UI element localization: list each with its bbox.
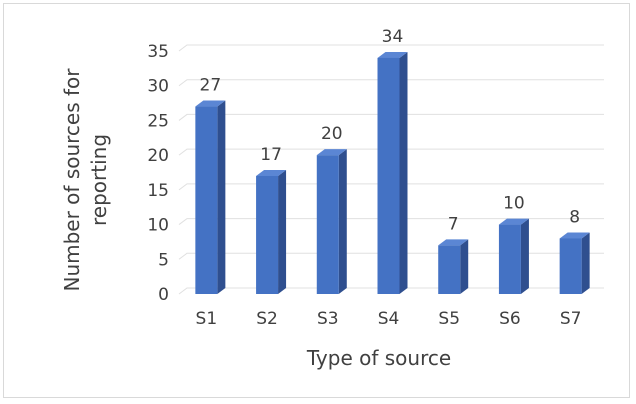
- x-tick-label: S1: [196, 309, 218, 329]
- data-label: 27: [200, 76, 222, 96]
- x-axis-ticks: S1 S2 S3 S4 S5 S6 S7: [196, 309, 582, 329]
- data-label: 10: [503, 194, 525, 214]
- bar-top: [498, 218, 529, 225]
- y-tick-label: 10: [147, 216, 169, 236]
- y-tick-label: 5: [158, 250, 169, 270]
- bar-S3: [316, 149, 347, 294]
- bar-S7: [559, 232, 590, 294]
- bar-front: [438, 245, 461, 294]
- data-label: 7: [448, 214, 459, 234]
- x-tick-label: S2: [256, 309, 278, 329]
- bar-top: [195, 100, 226, 107]
- bar-S2: [256, 169, 287, 294]
- y-axis-ticks: 0 5 10 15 20 25 30 35: [147, 42, 169, 305]
- bar-front: [377, 57, 400, 294]
- x-tick-label: S4: [378, 309, 400, 329]
- bar-side: [581, 232, 590, 294]
- gridline: [178, 79, 604, 87]
- y-axis-title-line-1: Number of sources for: [60, 68, 84, 292]
- y-tick-label: 35: [147, 42, 169, 62]
- x-tick-label: S6: [499, 309, 521, 329]
- y-tick-label: 15: [147, 181, 169, 201]
- bar-S5: [438, 239, 469, 294]
- gridline: [178, 113, 604, 121]
- bar-S6: [498, 218, 529, 294]
- gridline: [178, 44, 604, 52]
- bar-S4: [377, 51, 408, 294]
- bars: [195, 51, 590, 295]
- x-axis-title: Type of source: [306, 346, 451, 370]
- bar-side: [217, 100, 226, 295]
- y-tick-label: 0: [158, 285, 169, 305]
- bar-side: [278, 169, 287, 294]
- bar-side: [460, 239, 469, 294]
- data-labels: 27 17 20 34 7 10 8: [200, 27, 581, 234]
- bar-top: [438, 239, 469, 246]
- gridline: [178, 218, 604, 225]
- x-tick-label: S5: [438, 309, 460, 329]
- bar-top: [256, 169, 287, 176]
- data-label: 34: [382, 27, 404, 47]
- bar-S1: [195, 100, 226, 295]
- bar-side: [338, 149, 347, 294]
- y-tick-label: 30: [147, 77, 169, 97]
- bar-side: [520, 218, 529, 294]
- y-axis-title-line-2: reporting: [87, 134, 111, 226]
- y-tick-label: 25: [147, 111, 169, 131]
- gridline: [178, 183, 604, 191]
- bar-side: [399, 51, 408, 294]
- data-label: 20: [321, 124, 343, 144]
- bar-front: [195, 106, 218, 295]
- bar-top: [559, 232, 590, 239]
- bar-front: [559, 238, 582, 294]
- data-label: 8: [569, 207, 580, 227]
- chart-frame: 0 5 10 15 20 25 30 35 27 17 20 34 7 10 8 S1 S2 S3 S4 S5 S6…: [3, 3, 630, 398]
- bar-chart: 0 5 10 15 20 25 30 35 27 17 20 34 7 10 8 S1 S2 S3 S4 S5 S6…: [60, 27, 604, 370]
- gridline: [178, 148, 604, 156]
- data-label: 17: [260, 145, 282, 165]
- x-tick-label: S3: [317, 309, 339, 329]
- bar-front: [316, 155, 339, 294]
- x-tick-label: S7: [560, 309, 582, 329]
- bar-front: [498, 224, 521, 294]
- gridlines: [178, 44, 604, 295]
- bar-top: [377, 51, 408, 58]
- bar-top: [316, 149, 347, 156]
- bar-front: [256, 175, 279, 294]
- y-axis-title: Number of sources for reporting: [60, 68, 111, 292]
- y-tick-label: 20: [147, 146, 169, 166]
